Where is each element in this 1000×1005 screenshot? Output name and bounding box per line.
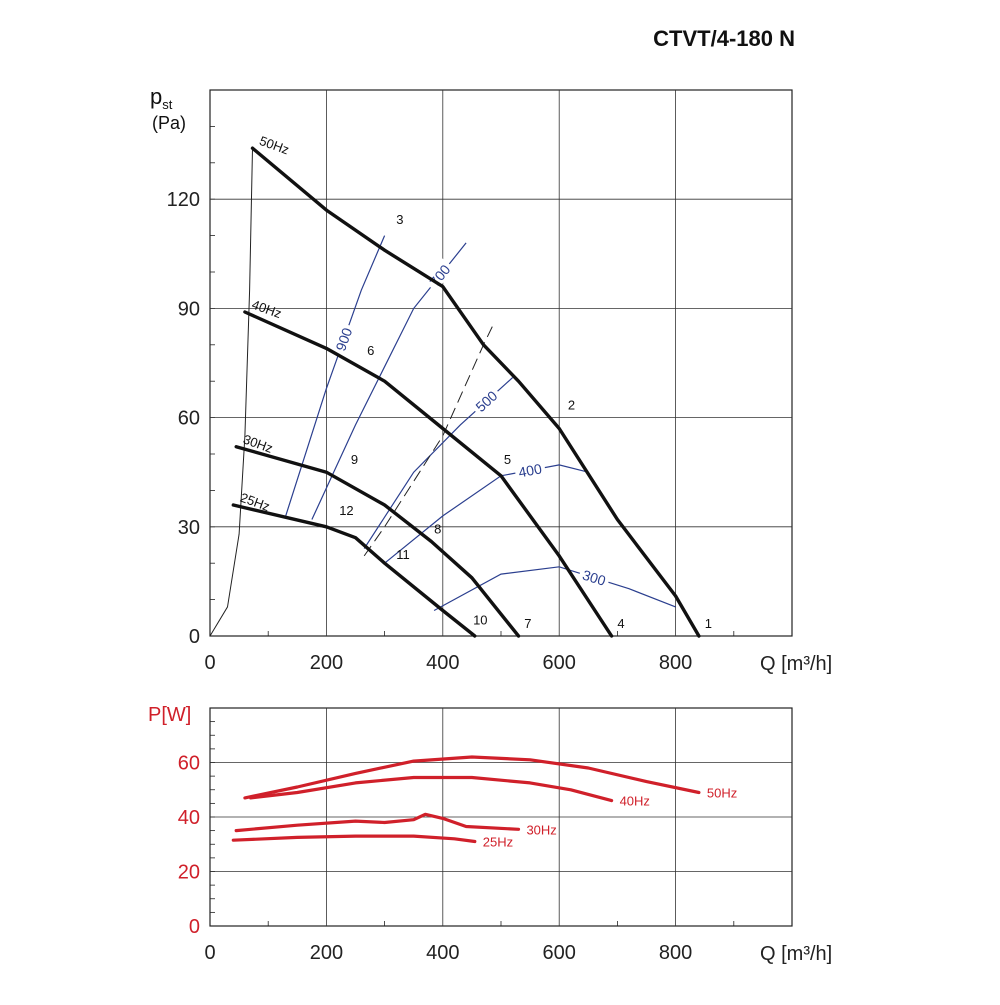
- point-label-3: 3: [396, 212, 403, 227]
- flow-axis-label-bottom: Q [m³/h]: [760, 943, 832, 965]
- y-tick-label: 0: [189, 916, 200, 938]
- point-label-8: 8: [434, 521, 441, 536]
- x-tick-label: 600: [543, 652, 576, 674]
- iso-curve-900: [285, 235, 386, 517]
- iso-label-bg: [513, 458, 547, 481]
- point-label-5: 5: [504, 452, 511, 467]
- x-tick-label: 0: [204, 652, 215, 674]
- power-curve-40Hz: [249, 775, 614, 803]
- power-curve-50Hz: [243, 755, 701, 800]
- iso-label-bg: [469, 384, 503, 417]
- y-tick-label: 120: [167, 189, 200, 211]
- curve-label-50Hz: 50Hz: [257, 133, 291, 157]
- power-label-30Hz: 30Hz: [526, 822, 556, 837]
- point-label-12: 12: [339, 503, 353, 518]
- y-tick-label: 30: [178, 517, 200, 539]
- optimum-line: [363, 326, 493, 557]
- x-tick-label: 800: [659, 652, 692, 674]
- fan-curve-40Hz: [243, 310, 614, 638]
- x-tick-label: 600: [543, 942, 576, 964]
- fan-curve-25Hz: [231, 503, 477, 638]
- system-curve: [209, 148, 253, 637]
- x-tick-label: 0: [204, 942, 215, 964]
- pressure-unit-label: (Pa): [152, 113, 186, 133]
- iso-curve-300: [433, 566, 676, 612]
- point-label-11: 11: [396, 547, 410, 562]
- y-tick-label: 90: [178, 298, 200, 320]
- iso-label-400: 400: [517, 460, 543, 480]
- x-tick-label: 200: [310, 942, 343, 964]
- iso-label-bg: [577, 564, 612, 589]
- power-label-25Hz: 25Hz: [483, 835, 513, 850]
- point-label-10: 10: [473, 612, 487, 627]
- pressure-panel: 0 200 400 600 800030609012090070050040030050…: [167, 89, 793, 674]
- pressure-axis-label: pst: [150, 84, 173, 112]
- power-label-40Hz: 40Hz: [620, 794, 650, 809]
- iso-label-900: 900: [332, 325, 355, 353]
- point-label-1: 1: [705, 616, 712, 631]
- y-tick-label: 60: [178, 408, 200, 430]
- power-curve-25Hz: [231, 834, 477, 844]
- fan-curve-30Hz: [234, 445, 521, 638]
- fan-curve-50Hz: [250, 146, 701, 638]
- iso-label-bg: [423, 258, 455, 292]
- iso-label-300: 300: [581, 567, 608, 589]
- y-tick-label: 40: [178, 807, 200, 829]
- point-label-9: 9: [351, 452, 358, 467]
- x-tick-label: 400: [426, 652, 459, 674]
- x-tick-label: 800: [659, 942, 692, 964]
- x-tick-label: 400: [426, 942, 459, 964]
- point-label-7: 7: [524, 616, 531, 631]
- power-panel: 0 200 400 600 800 0 20 40 60 50Hz 40Hz 30Hz 25Hz: [178, 707, 793, 964]
- x-tick-label: 200: [310, 652, 343, 674]
- power-label-50Hz: 50Hz: [707, 785, 737, 800]
- point-label-4: 4: [617, 616, 624, 631]
- point-label-2: 2: [568, 398, 575, 413]
- flow-axis-label-top: Q [m³/h]: [760, 653, 832, 675]
- y-tick-label: 0: [189, 626, 200, 648]
- y-tick-label: 60: [178, 753, 200, 775]
- y-tick-label: 20: [178, 862, 200, 884]
- iso-label-bg: [330, 322, 356, 356]
- power-axis-label: P[W]: [148, 704, 191, 726]
- chart-title: CTVT/4-180 N: [653, 26, 795, 51]
- point-label-6: 6: [367, 343, 374, 358]
- power-curve-30Hz: [234, 812, 521, 833]
